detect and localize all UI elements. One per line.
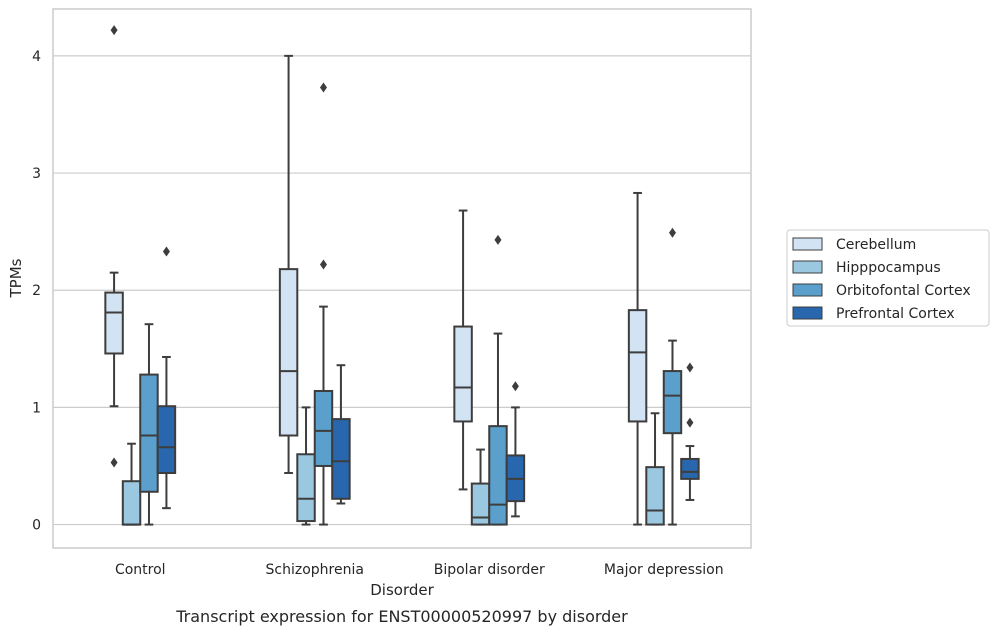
- box: [453, 209, 473, 491]
- outlier-point: [686, 417, 694, 428]
- series-hipppocampus: [121, 406, 665, 526]
- box-body: [488, 425, 508, 526]
- legend: Cerebellum Hipppocampus Orbitofontal Corte…: [786, 229, 990, 327]
- box: [680, 362, 700, 501]
- legend-frame: [786, 229, 990, 327]
- box-body: [121, 480, 142, 526]
- x-tick-label: Control: [115, 562, 166, 578]
- box: [278, 54, 299, 475]
- y-tick-labels: 0 1 2 3 4: [32, 49, 41, 534]
- y-tick-label: 0: [32, 518, 41, 534]
- outlier-point: [686, 362, 694, 373]
- box: [296, 406, 316, 526]
- x-tick-labels: Control Schizophrenia Bipolar disorder Majo…: [115, 562, 724, 578]
- x-tick-label: Major depression: [604, 562, 724, 578]
- outlier-point: [162, 246, 170, 257]
- box: [331, 364, 351, 505]
- box-body: [278, 268, 299, 437]
- box-body: [104, 291, 124, 355]
- box-body: [331, 418, 351, 500]
- y-tick-label: 4: [32, 49, 41, 65]
- outlier-point: [511, 381, 519, 392]
- y-axis-label: TPMs: [7, 258, 25, 298]
- box: [627, 191, 648, 526]
- x-tick-label: Schizophrenia: [266, 562, 364, 578]
- box: [662, 227, 683, 526]
- box-series: [104, 25, 700, 526]
- series-prefrontal-cortex: [156, 246, 700, 518]
- box-body: [680, 457, 700, 480]
- box: [121, 442, 142, 526]
- box-body: [662, 370, 683, 435]
- chart-caption: Transcript expression for ENST0000052099…: [175, 607, 628, 626]
- outlier-point: [319, 82, 327, 93]
- outlier-point: [494, 234, 502, 245]
- series-cerebellum: [104, 25, 648, 526]
- box: [313, 82, 334, 526]
- box-body: [139, 373, 159, 493]
- outlier-point: [668, 227, 676, 238]
- box-body: [313, 389, 334, 467]
- x-axis-label: Disorder: [370, 581, 434, 599]
- y-tick-label: 2: [32, 283, 41, 299]
- box: [645, 412, 665, 526]
- box-body: [296, 453, 316, 523]
- outlier-point: [110, 457, 118, 468]
- box-body: [645, 466, 665, 526]
- legend-label: Prefrontal Cortex: [836, 306, 955, 322]
- y-tick-label: 3: [32, 166, 41, 182]
- box: [156, 246, 177, 510]
- y-tick-label: 1: [32, 400, 41, 416]
- legend-swatch: [792, 237, 823, 251]
- x-tick-label: Bipolar disorder: [434, 562, 545, 578]
- legend-swatch: [792, 306, 823, 320]
- legend-label: Orbitofontal Cortex: [836, 283, 971, 299]
- legend-label: Hipppocampus: [836, 260, 941, 276]
- box: [505, 381, 526, 518]
- box-body: [453, 325, 473, 423]
- legend-label: Cerebellum: [836, 237, 916, 253]
- legend-swatch: [792, 260, 823, 274]
- box-body: [156, 405, 177, 475]
- outlier-point: [319, 259, 327, 270]
- legend-swatch: [792, 283, 823, 297]
- outlier-point: [110, 25, 118, 36]
- series-orbitofontal-cortex: [139, 82, 683, 526]
- box-body: [627, 309, 648, 423]
- box: [104, 25, 124, 468]
